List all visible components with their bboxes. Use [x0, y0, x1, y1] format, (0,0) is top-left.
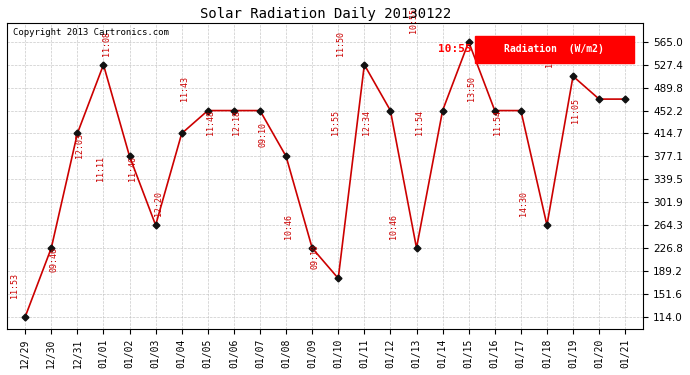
Text: Radiation  (W/m2): Radiation (W/m2) [504, 45, 604, 54]
Text: 09:10: 09:10 [258, 122, 267, 147]
Text: 11:43: 11:43 [180, 76, 189, 101]
Text: 12:03: 12:03 [75, 133, 84, 158]
Text: 10:46: 10:46 [284, 214, 293, 239]
Text: 11:46: 11:46 [128, 156, 137, 181]
Text: 11:48: 11:48 [206, 110, 215, 135]
Text: 15:55: 15:55 [331, 110, 340, 135]
Text: 11:54: 11:54 [415, 110, 424, 135]
Text: 11:08: 11:08 [101, 31, 110, 56]
Text: 12:34: 12:34 [362, 110, 371, 135]
Text: 10:55: 10:55 [409, 8, 418, 33]
Text: 10:46: 10:46 [388, 214, 397, 239]
Text: 10:55: 10:55 [438, 45, 471, 54]
Text: 11:00: 11:00 [545, 42, 554, 67]
Text: 14:30: 14:30 [519, 191, 528, 216]
Text: 12:18: 12:18 [232, 110, 241, 135]
Text: 11:11: 11:11 [97, 156, 106, 181]
Text: 13:50: 13:50 [467, 76, 476, 101]
Text: 12:20: 12:20 [154, 191, 163, 216]
Text: 11:50: 11:50 [336, 31, 346, 56]
Title: Solar Radiation Daily 20130122: Solar Radiation Daily 20130122 [199, 7, 451, 21]
Text: 11:53: 11:53 [10, 273, 19, 298]
Text: Copyright 2013 Cartronics.com: Copyright 2013 Cartronics.com [13, 28, 169, 37]
Text: 09:46: 09:46 [50, 248, 59, 272]
FancyBboxPatch shape [475, 36, 634, 63]
Text: 09:10: 09:10 [310, 244, 319, 269]
Text: 11:54: 11:54 [493, 110, 502, 135]
Text: 11:05: 11:05 [571, 99, 580, 123]
